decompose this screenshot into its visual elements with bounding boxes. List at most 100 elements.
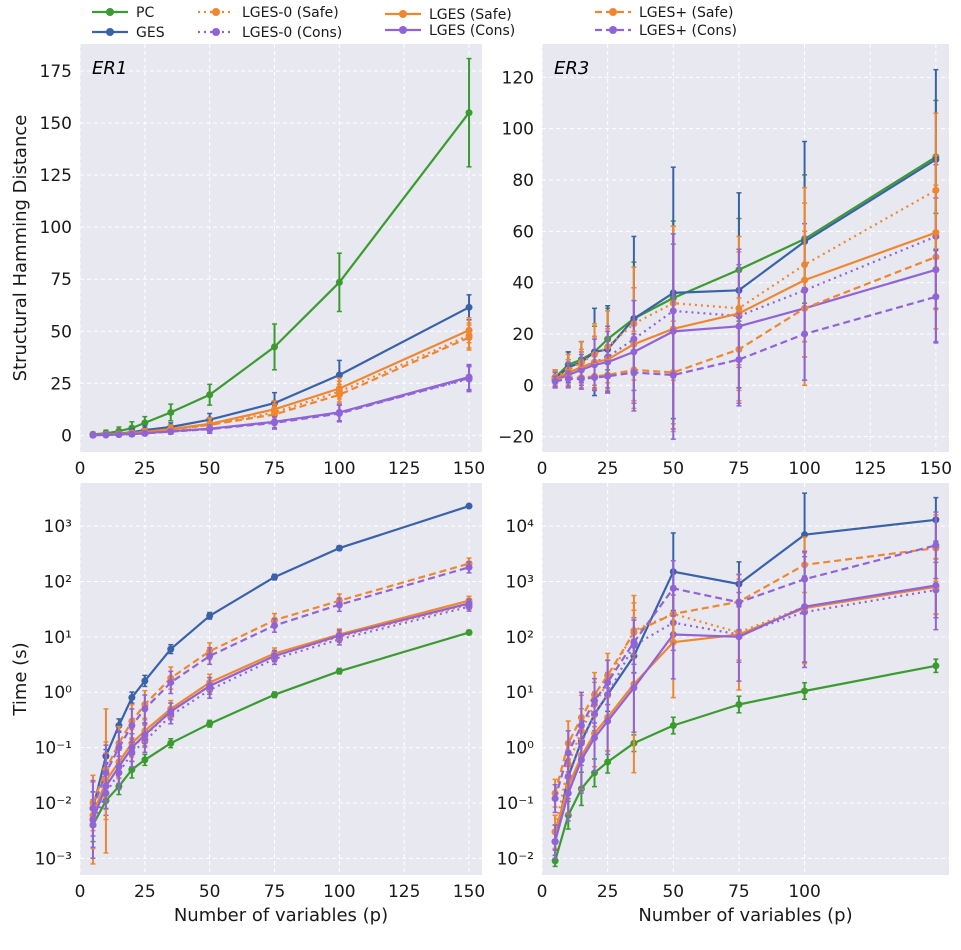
plot-area [542,44,949,452]
data-point [335,409,343,417]
data-point [271,622,279,630]
series-line [91,566,470,809]
data-point [551,857,559,865]
data-point [115,431,123,439]
series-line [92,112,470,436]
data-point [604,372,612,380]
data-point [669,722,677,730]
data-point [89,431,97,439]
y-tick-label: 50 [50,322,72,342]
x-tick-label: 75 [728,459,750,479]
legend-label: LGES+ (Safe) [639,5,734,21]
data-point [128,694,136,702]
data-point [801,330,809,338]
y-tick-label: −20 [498,428,534,448]
legend-label: LGES (Cons) [429,23,515,39]
legend: PC GES LGES-0 (Safe) LGES-0 (Cons) LGES (Saf… [92,5,737,41]
y-tick-label: 150 [40,114,72,134]
data-point [115,744,123,752]
data-point [167,645,175,653]
series-line [554,268,937,382]
series-line [92,631,470,826]
legend-swatch-marker [399,26,407,34]
data-point [591,734,599,742]
legend-label: PC [136,5,154,21]
data-point [465,599,473,607]
data-point [465,563,473,571]
y-tick-label: 10¹ [44,628,72,648]
legend-swatch-marker [212,28,220,36]
data-point [206,652,214,660]
x-tick-label: 0 [75,459,86,479]
x-tick-label: 125 [854,459,886,479]
data-point [128,744,136,752]
data-point [630,368,638,376]
y-tick-label: 100 [502,120,534,140]
series-line [91,602,470,820]
data-point [465,628,473,636]
x-tick-label: 75 [264,459,286,479]
legend-swatch-marker [399,10,407,18]
data-point [141,429,149,437]
series-line [554,255,937,382]
legend-entry-lges-safe: LGES+ (Safe) [595,5,734,21]
y-tick-label: 10⁻² [35,794,72,814]
data-point [577,722,585,730]
y-tick-label: 10⁰ [506,739,535,759]
data-point [630,638,638,646]
x-tick-label: 50 [199,459,221,479]
y-tick-label: 10⁻³ [35,849,72,869]
data-point [335,667,343,675]
legend-label: GES [136,25,165,41]
x-tick-label: 0 [537,459,548,479]
panel-title: ER1 [92,58,127,79]
series-line [554,295,937,383]
data-point [591,697,599,705]
data-point [167,428,175,436]
data-point [141,419,149,427]
legend-entry-lges-0-cons: LGES-0 (Cons) [198,25,342,41]
y-tick-label: 60 [512,222,534,242]
data-point [335,601,343,609]
data-point [115,763,123,771]
data-point [335,391,343,399]
legend-label: LGES-0 (Cons) [242,25,342,41]
data-point [465,334,473,342]
series-lges-cons [89,561,473,837]
data-point [465,109,473,117]
legend-swatch-marker [212,8,220,16]
data-point [551,838,559,846]
data-point [669,371,677,379]
x-tick-label: 0 [537,882,548,902]
x-tick-label: 100 [323,882,355,902]
data-point [206,612,214,620]
legend-entry-lges-safe: LGES (Safe) [385,7,512,23]
x-tick-label: 100 [788,459,820,479]
data-point [932,662,940,670]
legend-swatch-marker [609,8,617,16]
data-point [735,700,743,708]
series-line [91,562,470,804]
data-point [167,739,175,747]
series-line [554,231,937,380]
series-line [554,584,937,842]
legend-swatch-marker [106,8,114,16]
y-tick-label: 10⁰ [44,683,73,703]
x-tick-label: 50 [662,459,684,479]
legend-label: LGES (Safe) [429,7,512,23]
y-tick-label: 10² [506,628,534,648]
series-lges-cons [551,249,940,440]
x-tick-label: 125 [388,882,420,902]
data-point [591,374,599,382]
data-point [564,789,572,797]
data-point [630,684,638,692]
legend-entry-ges: GES [92,25,165,41]
series-line [91,505,470,809]
data-point [335,371,343,379]
data-point [141,756,149,764]
panel-er1-time: 0 25 50 75 100 125 150 10⁻³ 10⁻² 10⁻¹ 10⁰ 10¹ 10² 10³… [10,483,485,926]
data-point [564,375,572,383]
series-lges-cons [551,511,940,814]
data-point [206,425,214,433]
